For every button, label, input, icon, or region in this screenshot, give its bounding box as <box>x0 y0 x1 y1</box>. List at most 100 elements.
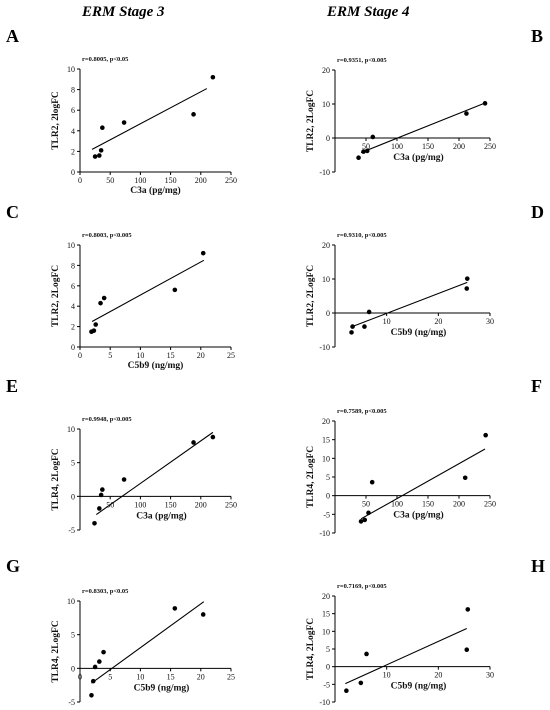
y-axis-label-d: TLR2, 2LogFC <box>306 265 316 327</box>
x-tick-label-f: 100 <box>391 500 403 509</box>
column-title-stage-4: ERM Stage 4 <box>327 4 410 20</box>
stat-annotation-b: r=0.9351, p<0.005 <box>337 57 387 64</box>
y-tick-label-d: 20 <box>322 241 330 250</box>
column-title-stage-3: ERM Stage 3 <box>82 4 165 20</box>
y-tick-label-b: 20 <box>322 66 330 75</box>
x-tick-label-g: 20 <box>197 672 205 681</box>
x-axis-label-h: C5b9 (ng/mg) <box>391 681 447 692</box>
x-tick-label-c: 5 <box>108 351 112 360</box>
data-point-h <box>344 688 349 693</box>
x-tick-label-c: 0 <box>78 351 82 360</box>
x-tick-label-e: 150 <box>165 500 177 509</box>
x-tick-label-b: 150 <box>422 142 434 151</box>
data-point-b <box>370 134 376 140</box>
data-point-b <box>356 155 361 161</box>
x-tick-label-g: 0 <box>78 672 82 681</box>
data-point-f <box>483 432 488 438</box>
x-tick-label-e: 200 <box>195 500 207 509</box>
y-axis-label-a: TLR2, 2logFC <box>51 91 61 150</box>
x-tick-label-b: 100 <box>391 142 403 151</box>
y-tick-label-c: 4 <box>71 302 75 311</box>
y-tick-label-h: 5 <box>326 645 330 654</box>
data-point-g <box>200 612 206 617</box>
x-axis-label-f: C3a (pg/mg) <box>393 510 443 521</box>
x-tick-label-a: 100 <box>134 176 146 185</box>
y-axis-label-g: TLR4, 2LogFC <box>51 620 61 682</box>
data-point-c <box>172 287 178 293</box>
data-point-c <box>101 295 107 301</box>
x-tick-label-f: 250 <box>484 500 496 509</box>
y-tick-label-c: 10 <box>67 241 75 250</box>
regression-line-c <box>91 259 205 322</box>
x-tick-label-a: 200 <box>195 176 207 185</box>
data-point-a <box>100 125 105 131</box>
x-tick-label-a: 150 <box>165 176 177 185</box>
stat-annotation-f: r=0.7589, p<0.005 <box>337 408 387 415</box>
x-tick-label-g: 25 <box>227 672 235 681</box>
y-tick-label-c: 2 <box>71 323 75 332</box>
y-tick-label-c: 6 <box>71 282 75 291</box>
x-tick-label-a: 50 <box>106 176 114 185</box>
y-tick-label-a: 2 <box>71 147 75 156</box>
regression-line-g <box>91 601 205 684</box>
data-point-d <box>464 276 470 281</box>
stat-annotation-c: r=0.8003, p<0.005 <box>82 232 132 239</box>
panel-letter-c: C <box>6 202 19 222</box>
y-tick-label-e: 10 <box>67 425 75 434</box>
x-tick-label-d: 30 <box>486 317 494 326</box>
data-point-e <box>191 440 196 445</box>
x-tick-label-h: 20 <box>434 671 442 680</box>
y-tick-label-h: -5 <box>323 680 330 689</box>
y-tick-label-g: 0 <box>71 664 75 673</box>
y-tick-label-f: 5 <box>326 473 330 482</box>
y-tick-label-a: 10 <box>67 65 75 74</box>
x-tick-label-h: 10 <box>383 671 391 680</box>
x-tick-label-g: 15 <box>167 672 175 681</box>
y-tick-label-a: 0 <box>71 168 75 177</box>
data-point-g <box>97 659 102 664</box>
data-point-b <box>464 111 469 116</box>
x-tick-label-c: 20 <box>197 351 205 360</box>
x-tick-label-c: 15 <box>167 351 175 360</box>
data-point-d <box>464 286 470 291</box>
data-point-a <box>92 154 98 159</box>
y-tick-label-c: 0 <box>71 343 75 352</box>
y-axis-label-e: TLR4, 2LogFC <box>51 448 61 510</box>
data-point-c <box>91 328 97 333</box>
panel-letter-e: E <box>6 376 19 396</box>
stat-annotation-a: r=0.8005, p<0.05 <box>82 56 129 63</box>
data-point-e <box>100 487 105 492</box>
y-tick-label-f: 15 <box>322 436 330 445</box>
y-tick-label-d: 0 <box>326 309 330 318</box>
panel-letter-f: F <box>531 376 542 396</box>
x-tick-label-b: 200 <box>453 142 465 151</box>
x-tick-label-g: 5 <box>108 672 112 681</box>
regression-line-e <box>95 431 214 515</box>
x-tick-label-d: 20 <box>434 317 442 326</box>
data-point-c <box>93 322 99 327</box>
data-point-a <box>191 112 196 117</box>
x-axis-label-d: C5b9 (ng/mg) <box>391 327 447 338</box>
y-axis-label-h: TLR4, 2LogFC <box>306 618 316 680</box>
x-tick-label-g: 10 <box>136 672 144 681</box>
regression-line-b <box>360 102 486 154</box>
y-tick-label-b: 10 <box>322 100 330 109</box>
data-point-f <box>369 479 375 485</box>
y-tick-label-f: -10 <box>319 529 330 538</box>
panel-letter-g: G <box>6 556 21 576</box>
y-tick-label-f: 0 <box>326 492 330 501</box>
data-point-a <box>121 120 127 125</box>
x-tick-label-c: 10 <box>136 351 144 360</box>
data-point-e <box>121 477 127 482</box>
data-point-b <box>482 101 488 106</box>
stat-annotation-e: r=0.9948, p<0.005 <box>82 416 132 423</box>
data-point-g <box>101 649 106 655</box>
x-tick-label-f: 150 <box>422 500 434 509</box>
x-axis-label-g: C5b9 (ng/mg) <box>134 682 190 693</box>
y-tick-label-g: -5 <box>68 698 75 707</box>
